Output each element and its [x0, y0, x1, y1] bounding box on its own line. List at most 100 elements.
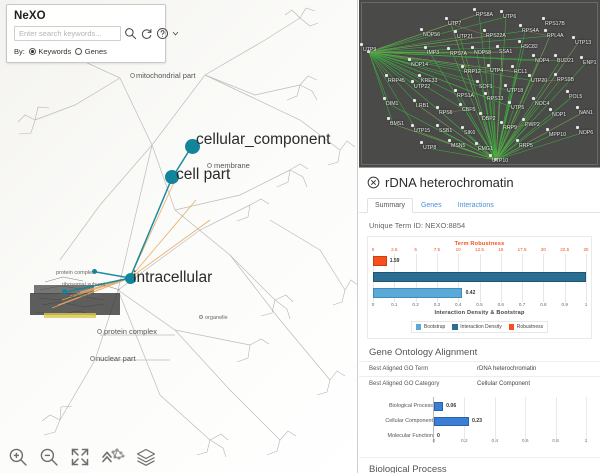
fit-screen-icon[interactable]	[70, 447, 90, 467]
node-cell-part[interactable]	[165, 170, 179, 184]
gene-dot[interactable]	[544, 29, 547, 32]
legend-bootstrap-label: Bootstrap	[423, 324, 446, 330]
gene-dot[interactable]	[500, 10, 503, 13]
gene-dot[interactable]	[473, 8, 476, 11]
node-protein-complex[interactable]	[97, 329, 102, 334]
search-input[interactable]	[14, 26, 121, 41]
help-icon[interactable]	[156, 27, 169, 40]
gene-dot[interactable]	[420, 28, 423, 31]
legend-robustness[interactable]: Robustness	[508, 324, 543, 330]
gene-dot[interactable]	[522, 118, 525, 121]
gene-dot[interactable]	[504, 84, 507, 87]
gene-dot[interactable]	[436, 106, 439, 109]
gene-dot[interactable]	[360, 43, 363, 46]
node-membrane[interactable]	[207, 163, 212, 168]
gene-dot[interactable]	[483, 29, 486, 32]
gene-dot[interactable]	[528, 74, 531, 77]
gene-dot[interactable]	[454, 30, 457, 33]
gene-dot[interactable]	[411, 124, 414, 127]
node-intracellular[interactable]	[125, 273, 136, 284]
gene-dot[interactable]	[461, 126, 464, 129]
gene-dot[interactable]	[476, 80, 479, 83]
node-sub-teal-1[interactable]	[92, 269, 97, 274]
gene-dot[interactable]	[549, 108, 552, 111]
gene-dot[interactable]	[500, 121, 503, 124]
gene-dot-hub-bottom[interactable]	[494, 158, 497, 161]
tab-genes[interactable]: Genes	[420, 202, 442, 209]
go-axis-tick: 0.8	[552, 439, 559, 444]
gene-dot[interactable]	[580, 56, 583, 59]
bar-robustness-value: 1.59	[389, 258, 400, 264]
gene-dot[interactable]	[546, 128, 549, 131]
page-title: rDNA heterochromatin	[385, 175, 514, 190]
gene-label: SIK6	[464, 130, 476, 136]
gene-dot[interactable]	[413, 99, 416, 102]
refresh-icon[interactable]	[140, 27, 153, 40]
gene-dot[interactable]	[385, 74, 388, 77]
gene-dot[interactable]	[420, 141, 423, 144]
gene-dot[interactable]	[383, 97, 386, 100]
gene-dot[interactable]	[461, 65, 464, 68]
gene-dot[interactable]	[576, 126, 579, 129]
node-cellular-component[interactable]	[185, 139, 200, 154]
search-row	[14, 26, 179, 41]
gene-dot[interactable]	[511, 65, 514, 68]
gene-dot[interactable]	[487, 64, 490, 67]
gene-dot[interactable]	[532, 54, 535, 57]
gene-dot[interactable]	[447, 47, 450, 50]
gene-dot[interactable]	[471, 46, 474, 49]
search-panel: NeXO	[6, 4, 179, 63]
node-nuclear-part[interactable]	[90, 356, 95, 361]
gene-dot[interactable]	[454, 89, 457, 92]
gene-dot[interactable]	[445, 17, 448, 20]
legend-density[interactable]: Interaction Density	[452, 324, 502, 330]
gene-dot[interactable]	[459, 103, 462, 106]
node-mitochondrial-part[interactable]	[130, 73, 135, 78]
gene-dot[interactable]	[519, 24, 522, 27]
gene-label: UTP9	[363, 47, 377, 53]
gene-dot[interactable]	[475, 142, 478, 145]
gene-dot[interactable]	[508, 101, 511, 104]
gene-dot[interactable]	[576, 106, 579, 109]
tab-summary[interactable]: Summary	[367, 198, 413, 213]
search-icon[interactable]	[124, 27, 137, 40]
ontology-tree-panel[interactable]: cellular_component cell part intracellul…	[0, 0, 358, 473]
gene-dot[interactable]	[424, 46, 427, 49]
radio-genes[interactable]: Genes	[75, 47, 107, 56]
gene-dot[interactable]	[532, 97, 535, 100]
tab-interactions[interactable]: Interactions	[457, 202, 494, 209]
gene-dot[interactable]	[566, 90, 569, 93]
gene-dot[interactable]	[387, 117, 390, 120]
gene-dot[interactable]	[554, 73, 557, 76]
gene-dot[interactable]	[436, 124, 439, 127]
gene-dot[interactable]	[448, 139, 451, 142]
gene-dot[interactable]	[572, 36, 575, 39]
chevron-down-icon[interactable]	[172, 27, 179, 40]
zoom-in-icon[interactable]	[8, 447, 28, 467]
gene-dot[interactable]	[411, 80, 414, 83]
gene-network-panel[interactable]: UTP9 RPS8A UTP6 UTP7 RPS17B NOP56 UTP21 RPS22A R…	[359, 0, 600, 168]
detail-tabs: Summary Genes Interactions	[359, 193, 600, 213]
gene-dot[interactable]	[554, 54, 557, 57]
axis-tick-bottom: 0.3	[433, 302, 441, 307]
collapse-network-icon[interactable]	[101, 447, 125, 467]
zoom-out-icon[interactable]	[39, 447, 59, 467]
legend-bootstrap[interactable]: Bootstrap	[415, 324, 446, 330]
node-organelle[interactable]	[199, 315, 203, 319]
go-axis-tick: 0	[432, 439, 436, 444]
gene-dot[interactable]	[408, 58, 411, 61]
gene-dot[interactable]	[542, 17, 545, 20]
gene-dot[interactable]	[479, 112, 482, 115]
node-sub-teal-2[interactable]	[62, 289, 67, 294]
gene-dot[interactable]	[484, 92, 487, 95]
radio-keywords[interactable]: Keywords	[28, 47, 71, 56]
layers-icon[interactable]	[136, 447, 156, 467]
gene-dot[interactable]	[418, 74, 421, 77]
gene-dot-hub-left[interactable]	[367, 50, 370, 53]
gene-dot[interactable]	[518, 40, 521, 43]
close-circle-icon[interactable]	[367, 176, 380, 189]
gene-dot[interactable]	[489, 154, 492, 157]
gene-dot[interactable]	[496, 45, 499, 48]
gene-dot[interactable]	[516, 139, 519, 142]
tree-toolbar	[8, 447, 156, 467]
